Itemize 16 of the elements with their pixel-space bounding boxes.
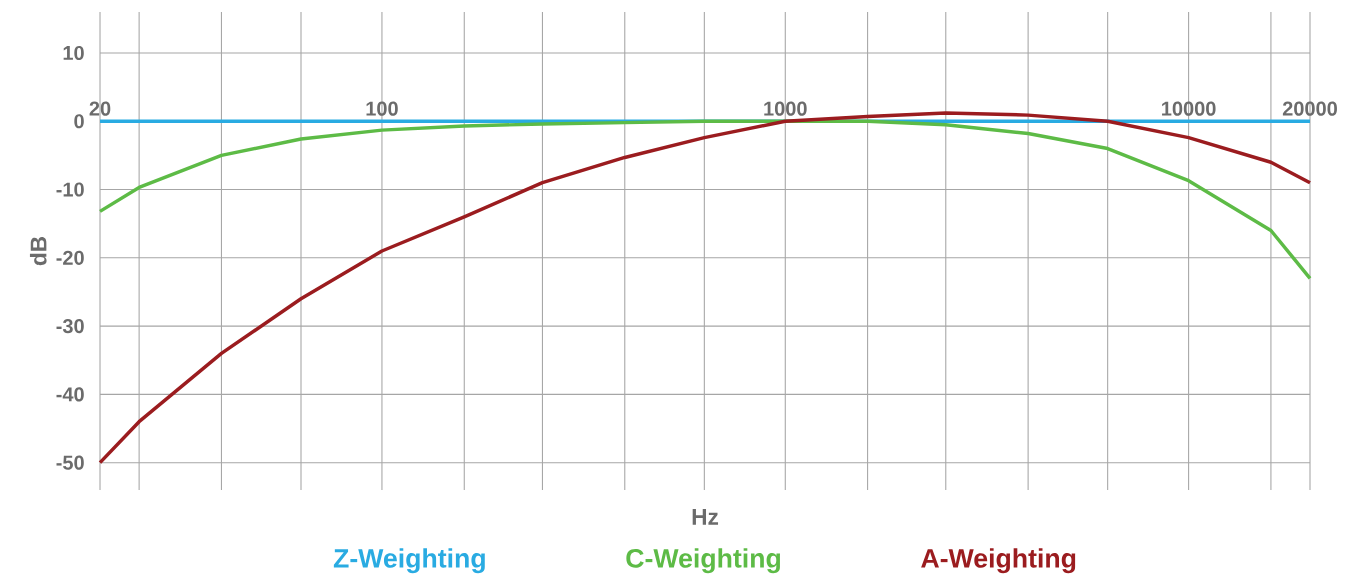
y-axis-title: dB <box>29 236 47 266</box>
y-tick-label: -20 <box>56 250 84 265</box>
text: A-Weighting <box>921 548 1076 574</box>
y-tick-label: -40 <box>56 387 84 402</box>
x-tick-label: 100 <box>366 101 398 116</box>
x-axis-title: Hz <box>692 509 719 525</box>
text: Z-Weighting <box>333 548 485 574</box>
x-tick-label: 1000 <box>764 101 807 116</box>
y-tick-label: 10 <box>63 45 84 61</box>
y-tick-label: -10 <box>56 182 84 197</box>
y-tick-label: 0 <box>74 114 84 129</box>
y-tick-label: -30 <box>56 319 84 334</box>
x-tick-label: 20 <box>89 101 111 116</box>
y-tick-label: -50 <box>56 455 84 470</box>
text: C-Weighting <box>626 548 781 574</box>
x-tick-label: 20000 <box>1282 101 1337 116</box>
